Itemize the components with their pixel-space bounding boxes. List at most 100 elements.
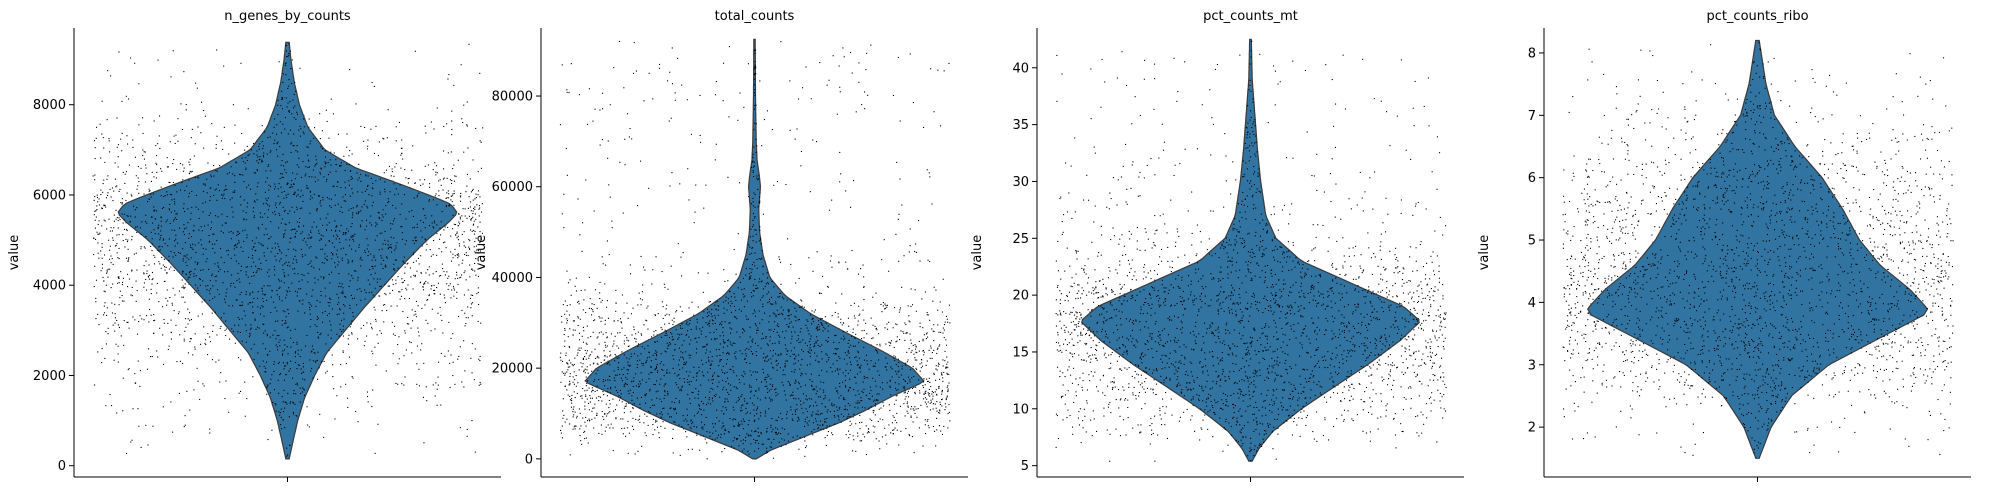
data-point: [289, 187, 291, 189]
data-point: [375, 125, 377, 127]
data-point: [188, 192, 190, 194]
data-point: [138, 83, 140, 85]
data-point: [104, 302, 106, 304]
data-point: [242, 250, 244, 252]
data-point: [355, 103, 357, 105]
data-point: [117, 257, 119, 259]
data-point: [945, 315, 947, 317]
data-point: [349, 307, 351, 309]
data-point: [311, 176, 313, 178]
data-point: [114, 303, 116, 305]
data-point: [326, 255, 328, 257]
data-point: [471, 372, 473, 374]
data-point: [474, 262, 476, 264]
data-point: [899, 307, 901, 309]
data-point: [249, 292, 251, 294]
data-point: [436, 204, 438, 206]
data-point: [265, 367, 267, 369]
data-point: [258, 242, 260, 244]
data-point: [262, 306, 264, 308]
data-point: [360, 210, 362, 212]
data-point: [337, 303, 339, 305]
data-point: [343, 304, 345, 306]
data-point: [235, 299, 237, 301]
data-point: [196, 367, 198, 369]
data-point: [338, 335, 340, 337]
data-point: [471, 217, 473, 219]
data-point: [582, 222, 584, 224]
data-point: [737, 233, 739, 235]
data-point: [261, 161, 263, 163]
data-point: [401, 278, 403, 280]
data-point: [924, 291, 926, 293]
data-point: [598, 343, 600, 345]
data-point: [355, 250, 357, 252]
data-point: [440, 275, 442, 277]
data-point: [115, 186, 117, 188]
data-point: [464, 325, 466, 327]
data-point: [414, 310, 416, 312]
data-point: [322, 224, 324, 226]
data-point: [99, 232, 101, 234]
data-point: [334, 418, 336, 420]
data-point: [258, 228, 260, 230]
data-point: [359, 258, 361, 260]
data-point: [111, 302, 113, 304]
data-point: [318, 268, 320, 270]
data-point: [290, 186, 292, 188]
data-point: [229, 199, 231, 201]
data-point: [355, 270, 357, 272]
data-point: [142, 132, 144, 134]
data-point: [385, 266, 387, 268]
data-point: [122, 410, 124, 412]
data-point: [459, 277, 461, 279]
data-point: [281, 173, 283, 175]
data-point: [456, 274, 458, 276]
data-point: [297, 349, 299, 351]
data-point: [141, 318, 143, 320]
data-point: [182, 231, 184, 233]
data-point: [475, 193, 477, 195]
data-point: [253, 297, 255, 299]
data-point: [287, 326, 289, 328]
data-point: [247, 303, 249, 305]
data-point: [256, 169, 258, 171]
data-point: [216, 275, 218, 277]
data-point: [101, 246, 103, 248]
data-point: [175, 213, 177, 215]
data-point: [400, 147, 402, 149]
data-point: [685, 431, 687, 433]
data-point: [724, 448, 726, 450]
data-point: [591, 387, 593, 389]
data-point: [225, 222, 227, 224]
data-point: [303, 225, 305, 227]
data-point: [360, 256, 362, 258]
data-point: [149, 274, 151, 276]
data-point: [345, 232, 347, 234]
data-point: [118, 277, 120, 279]
data-point: [276, 143, 278, 145]
data-point: [215, 147, 217, 149]
data-point: [210, 196, 212, 198]
data-point: [449, 205, 451, 207]
data-point: [306, 244, 308, 246]
data-point: [366, 205, 368, 207]
data-point: [376, 223, 378, 225]
data-point: [184, 330, 186, 332]
data-point: [420, 184, 422, 186]
data-point: [268, 238, 270, 240]
data-point: [279, 146, 281, 148]
data-point: [316, 319, 318, 321]
data-point: [429, 183, 431, 185]
data-point: [473, 379, 475, 381]
data-point: [249, 328, 251, 330]
data-point: [95, 318, 97, 320]
data-point: [239, 173, 241, 175]
data-point: [261, 287, 263, 289]
data-point: [465, 254, 467, 256]
data-point: [117, 276, 119, 278]
data-point: [321, 148, 323, 150]
data-point: [289, 290, 291, 292]
data-point: [616, 404, 618, 406]
data-point: [297, 151, 299, 153]
